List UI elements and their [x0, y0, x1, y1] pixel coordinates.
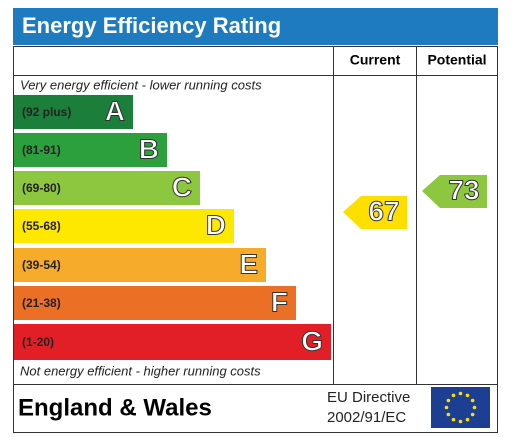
- band: [14, 171, 200, 205]
- band-letter: A: [105, 95, 125, 126]
- band: [14, 286, 296, 320]
- band: [14, 133, 167, 167]
- band-range: (39-54): [22, 258, 61, 272]
- star: [458, 419, 463, 424]
- current-value: 67: [368, 195, 399, 226]
- potential-arrow: [422, 175, 487, 208]
- bottom-note: Not energy efficient - higher running co…: [20, 363, 261, 378]
- band-range: (21-38): [22, 296, 61, 310]
- band-letter: D: [206, 209, 226, 240]
- eu-stars: [444, 391, 477, 424]
- band-letter: B: [139, 133, 159, 164]
- band: [14, 95, 133, 129]
- star: [451, 417, 456, 422]
- bands: (92 plus) A (81-91) B (69-80) C (55-68) D (39-54…: [14, 95, 331, 360]
- top-note: Very energy efficient - lower running co…: [20, 77, 262, 92]
- region: England & Wales: [18, 394, 212, 421]
- band-letter: G: [301, 325, 323, 356]
- star: [465, 393, 470, 398]
- star: [458, 391, 463, 396]
- band-range: (1-20): [22, 335, 54, 349]
- band-letter: C: [172, 171, 192, 202]
- column-header: Current: [350, 52, 401, 68]
- directive: EU Directive: [327, 389, 410, 406]
- band-letter: F: [271, 286, 288, 317]
- band: [14, 248, 266, 282]
- band: [14, 324, 331, 360]
- star: [465, 417, 470, 422]
- directive: 2002/91/EC: [327, 409, 406, 426]
- star: [470, 412, 475, 417]
- star: [472, 405, 477, 410]
- band-letter: E: [239, 248, 258, 279]
- star: [451, 393, 456, 398]
- star: [446, 412, 451, 417]
- potential-value: 73: [448, 174, 479, 205]
- band: [14, 209, 234, 243]
- band-range: (55-68): [22, 219, 61, 233]
- band-range: (92 plus): [22, 105, 71, 119]
- current-arrow: [343, 196, 407, 229]
- star: [444, 405, 449, 410]
- title-bar: [13, 8, 498, 45]
- band-range: (81-91): [22, 143, 61, 157]
- star: [470, 398, 475, 403]
- footer-border: [13, 384, 498, 433]
- title: Energy Efficiency Rating: [22, 13, 281, 38]
- star: [446, 398, 451, 403]
- band-range: (69-80): [22, 181, 61, 195]
- column-header: Potential: [427, 52, 486, 68]
